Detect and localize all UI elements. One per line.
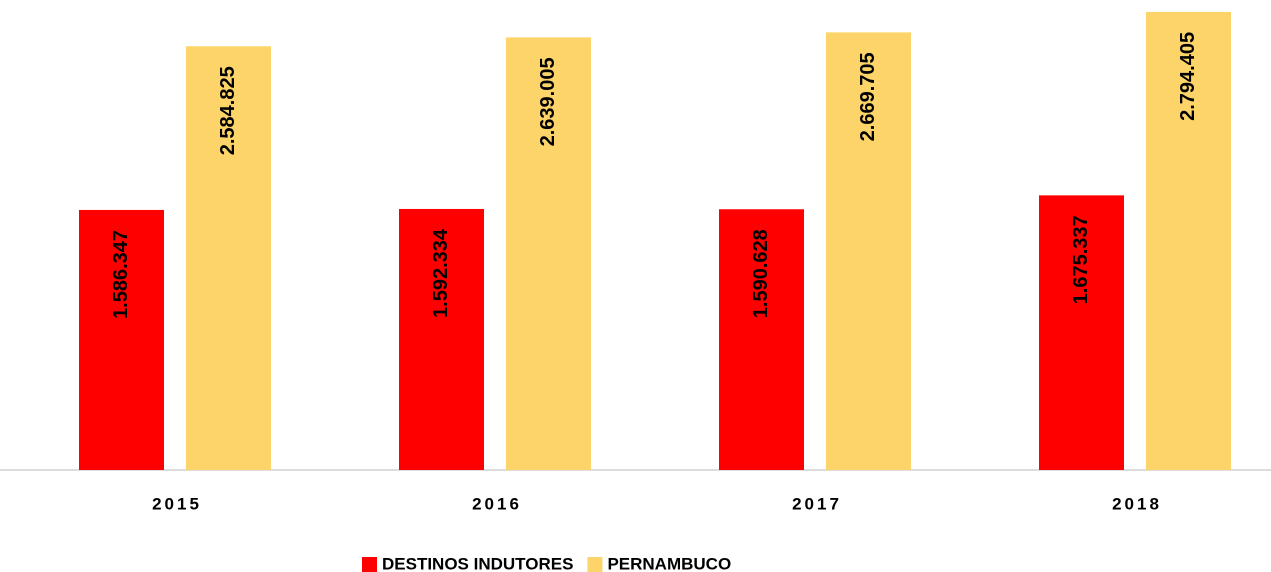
value-label: 2.794.405 [1177,32,1199,121]
x-tick-label: 2017 [792,494,842,513]
bar [79,209,164,471]
legend-swatch [362,557,377,572]
value-label: 1.592.334 [430,228,452,318]
bar [719,209,804,471]
legend-label: DESTINOS INDUTORES [382,554,573,572]
bar [1146,11,1231,471]
value-label: 2.584.825 [217,66,239,155]
x-tick-label: 2015 [152,494,202,513]
value-label: 1.586.347 [110,230,132,319]
bar [506,37,591,470]
legend-label: PERNAMBUCO [607,554,731,572]
value-label: 1.590.628 [750,229,772,318]
value-label: 2.669.705 [857,52,879,141]
bar [186,46,271,471]
legend-swatch [587,557,603,572]
x-tick-label: 2016 [472,494,522,513]
value-label: 1.675.337 [1070,215,1092,304]
value-label: 2.639.005 [537,57,559,146]
bar [1039,195,1124,471]
bar [826,32,911,471]
x-tick-label: 2018 [1112,494,1162,513]
bar [399,208,484,471]
